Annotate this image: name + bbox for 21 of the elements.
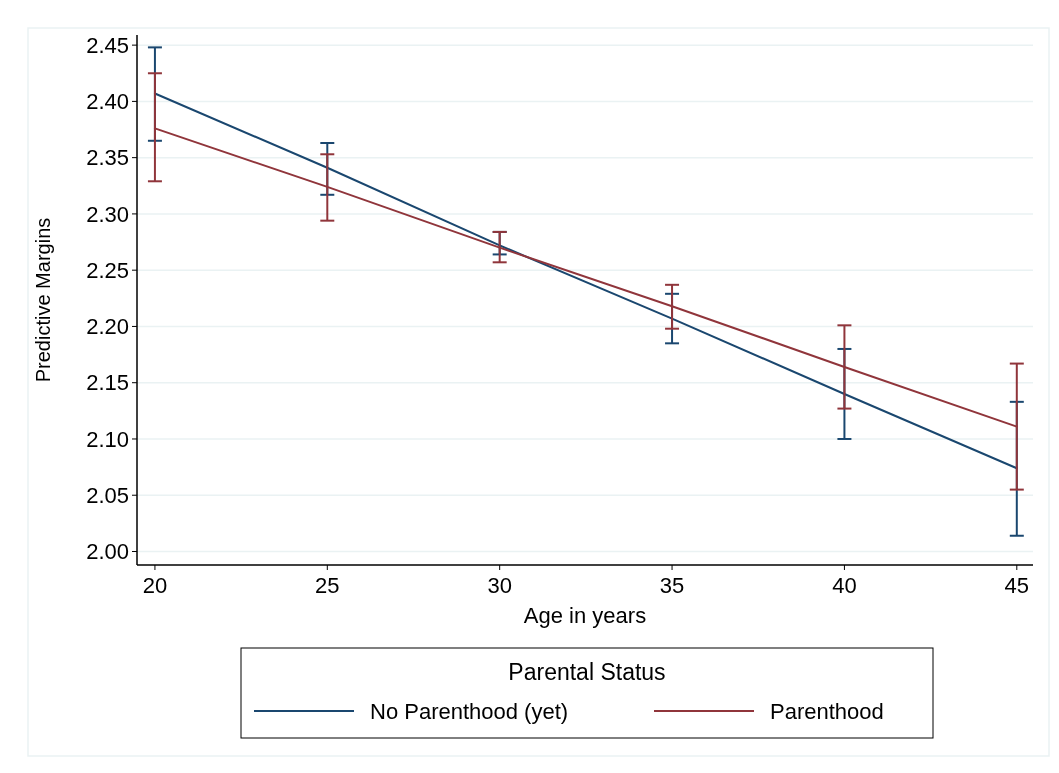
y-tick-label: 2.15 [86, 370, 129, 396]
x-tick-label: 40 [832, 573, 857, 598]
y-tick-label: 2.10 [86, 426, 129, 452]
y-tick-label: 2.45 [86, 32, 129, 58]
y-tick-label: 2.40 [86, 89, 129, 115]
x-tick-label: 45 [1004, 573, 1030, 598]
legend-label: No Parenthood (yet) [370, 698, 569, 724]
x-tick-label: 35 [659, 573, 685, 598]
y-tick-label: 2.05 [86, 482, 129, 508]
x-tick-label: 30 [487, 573, 512, 598]
y-tick-label: 2.30 [86, 201, 129, 227]
x-axis-title: Age in years [523, 603, 647, 628]
y-tick-label: 2.20 [86, 314, 129, 340]
legend-title: Parental Status [508, 659, 666, 685]
x-tick-label: 20 [142, 573, 168, 598]
x-tick-label: 25 [315, 573, 340, 598]
y-tick-label: 2.25 [86, 257, 129, 283]
y-axis-title: Predictive Margins [32, 217, 54, 383]
legend-label: Parenthood [770, 698, 884, 724]
y-tick-label: 2.35 [86, 145, 129, 171]
y-tick-label: 2.00 [86, 539, 129, 565]
